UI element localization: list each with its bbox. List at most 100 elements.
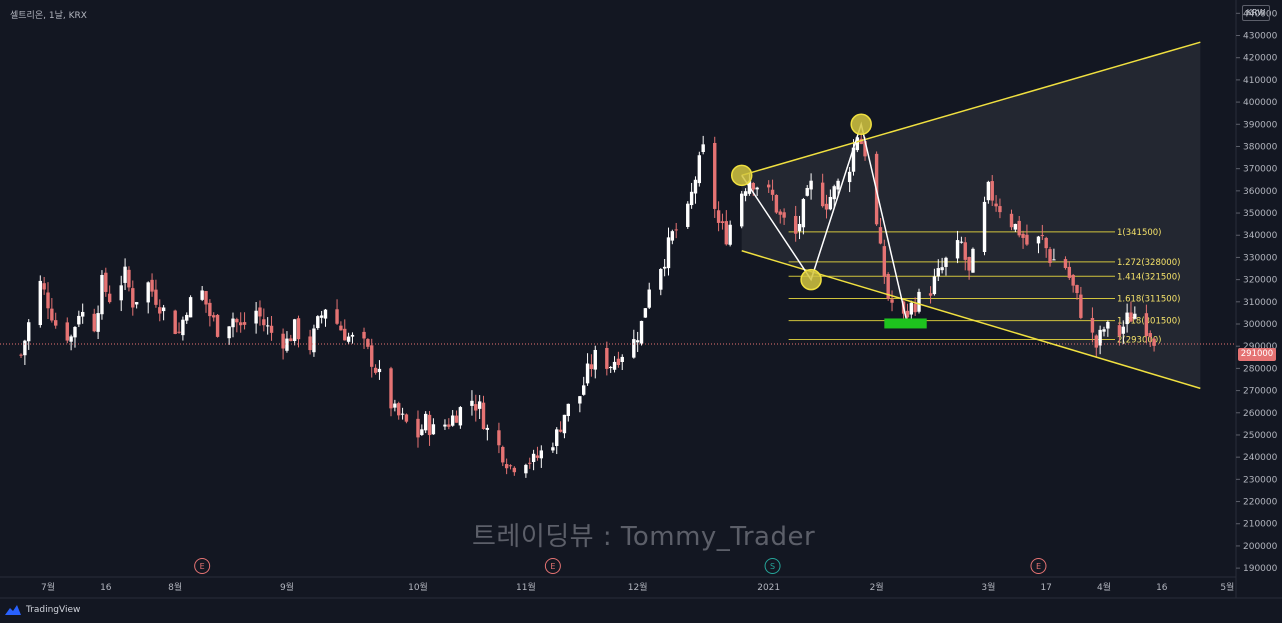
fib-level-label: 1.818(301500) (1117, 317, 1180, 327)
candle-body (289, 338, 293, 342)
candle-body (470, 400, 474, 406)
candle-body (909, 302, 913, 315)
candle-body (963, 242, 967, 260)
green-zone-rect[interactable] (884, 318, 927, 329)
candle-body (782, 212, 786, 218)
candle-body (778, 211, 782, 215)
pattern-zigzag-line[interactable] (741, 121, 909, 325)
candle-body (161, 307, 166, 312)
candle-body (1102, 329, 1106, 332)
candle-body (578, 396, 582, 404)
candle-body (647, 289, 651, 308)
price-tick-label: 260000 (1243, 409, 1278, 419)
candle-body (535, 455, 540, 458)
tradingview-brand[interactable]: TradingView (4, 602, 80, 618)
candle-body (859, 138, 863, 145)
candle-body (751, 182, 755, 190)
candle-body (528, 462, 532, 464)
price-tick-label: 360000 (1243, 187, 1278, 197)
candle-body (481, 402, 486, 430)
candle-body (851, 147, 856, 172)
candle-body (269, 325, 274, 333)
fibonacci-levels[interactable]: 1(341500) 1.272(328000) 1.414(321500) 1.618… (788, 228, 1181, 346)
price-tick-label: 210000 (1243, 520, 1278, 530)
pattern-path[interactable] (730, 113, 909, 325)
candle-body (343, 328, 347, 341)
candle-body (1090, 317, 1095, 333)
candle-body (1067, 266, 1072, 278)
legend-separator: , (43, 11, 49, 21)
candle-body (1017, 220, 1021, 236)
event-marker-circle[interactable] (764, 558, 781, 574)
event-marker-circle[interactable] (544, 558, 561, 574)
time-tick-label: 9월 (280, 581, 294, 593)
candle-body (824, 203, 829, 210)
candle-body (847, 171, 852, 183)
candle-body (608, 367, 613, 369)
candle-body (589, 364, 594, 370)
price-tick-label: 300000 (1243, 320, 1278, 330)
candle-body (508, 465, 513, 467)
candle-body (605, 347, 609, 369)
candle-body (832, 186, 836, 200)
candlestick-series (19, 132, 1156, 478)
candle-body (80, 311, 85, 317)
event-marker-label: E (550, 562, 555, 571)
event-marker-circle[interactable] (194, 558, 211, 574)
candle-body (177, 331, 181, 333)
candle-body (620, 356, 624, 363)
candle-body (940, 267, 944, 271)
candle-body (986, 181, 991, 201)
event-marker-label: E (1036, 562, 1041, 571)
time-tick-label: 16 (100, 583, 112, 593)
candle-body (801, 199, 806, 228)
candle-body (23, 340, 27, 356)
candle-body (774, 194, 779, 213)
candle-body (632, 339, 636, 358)
pattern-point-circle[interactable] (730, 164, 753, 187)
candle-body (242, 322, 247, 325)
time-tick-label: 5월 (1220, 581, 1234, 593)
pattern-point-circle[interactable] (800, 268, 822, 291)
event-marker-circle[interactable] (1030, 558, 1047, 574)
green-zone[interactable] (884, 318, 927, 329)
candle-body (1152, 338, 1156, 346)
candle-body (1079, 294, 1083, 318)
time-tick-label: 7월 (41, 581, 55, 593)
candle-body (100, 274, 104, 315)
price-axis[interactable]: 440000 430000 420000 410000 400000 390000 3800… (1236, 9, 1278, 574)
currency-button[interactable]: KRW (1242, 5, 1270, 21)
time-axis[interactable]: 7월 16 8월 9월 10월 11월 12월 2021 2월 3월 17 4월 16 5월 (41, 581, 1234, 593)
candle-body (119, 285, 123, 301)
time-tick-label: 12월 (628, 581, 648, 593)
candle-body (485, 427, 490, 430)
candle-body (92, 313, 96, 332)
candle-body (755, 187, 759, 190)
candle-body (366, 339, 370, 347)
candle-body (616, 358, 621, 365)
candle-body (793, 215, 798, 234)
price-tick-label: 230000 (1243, 475, 1278, 485)
fib-level-label: 1.618(311500) (1117, 294, 1180, 304)
candle-body (1009, 213, 1014, 228)
candle-body (820, 182, 825, 207)
candle-body (686, 203, 690, 227)
pattern-point-circle[interactable] (850, 113, 872, 136)
candle-body (504, 464, 509, 469)
candle-body (701, 144, 705, 153)
candle-body (69, 336, 73, 342)
candle-body (335, 309, 339, 324)
watermark-text: 트레이딩뷰 : Tommy_Trader (472, 522, 816, 552)
price-tick-label: 250000 (1243, 431, 1278, 441)
candle-body (458, 407, 463, 426)
time-tick-label: 8월 (168, 581, 182, 593)
candle-body (427, 414, 432, 436)
candle-body (292, 319, 297, 341)
triangle-upper-line[interactable] (741, 41, 1201, 177)
candle-body (1063, 259, 1068, 268)
price-tick-label: 340000 (1243, 231, 1278, 241)
candle-body (913, 303, 917, 313)
candle-body (805, 187, 809, 196)
